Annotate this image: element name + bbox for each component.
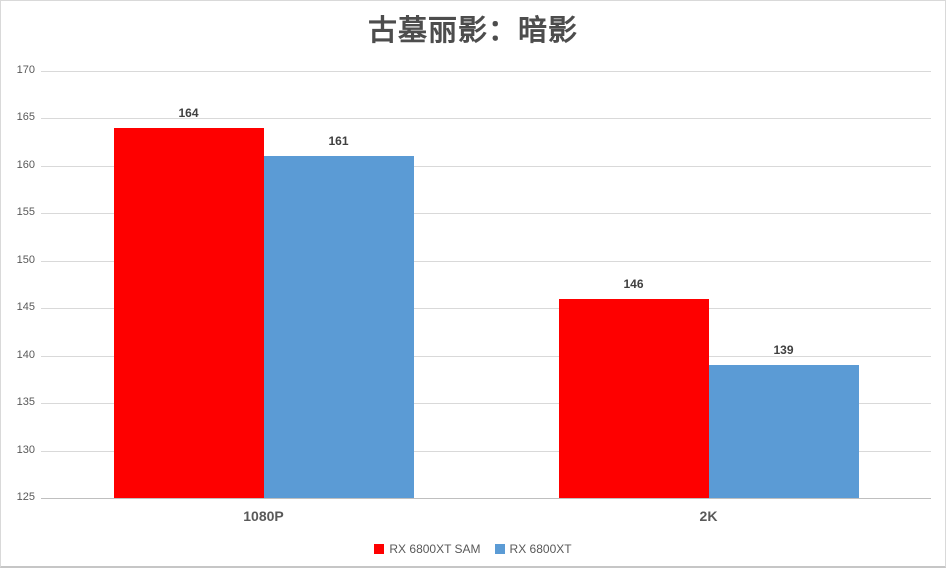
y-axis-tick-label: 125 (16, 491, 35, 503)
bar-rx-6800xt-2k (708, 365, 859, 498)
bar-rx-6800xt-1080p (263, 156, 414, 498)
y-axis-tick-label: 145 (16, 301, 35, 314)
bar-rx-6800xt-sam-2k (558, 298, 709, 498)
gridline (41, 450, 931, 452)
chart-legend: RX 6800XT SAM RX 6800XT (1, 542, 945, 556)
bar-value-label: 139 (773, 343, 794, 358)
gridline (41, 165, 931, 167)
gridline (41, 403, 931, 405)
x-axis-line (41, 498, 931, 499)
legend-swatch-icon (374, 544, 385, 554)
bar-value-label: 161 (328, 134, 349, 149)
chart-title: 古墓丽影：暗影 (367, 15, 578, 47)
y-axis-tick-label: 130 (16, 443, 35, 456)
gridline (41, 308, 931, 310)
legend-label: RX 6800XT SAM (389, 542, 481, 556)
gridline (41, 118, 931, 120)
y-axis-tick-label: 135 (16, 396, 35, 409)
gridline (41, 71, 931, 72)
bar-value-label: 164 (178, 105, 199, 120)
legend-item-rx-6800xt: RX 6800XT (494, 542, 572, 556)
legend-label: RX 6800XT (509, 542, 572, 556)
plot-area: 170 165 160 155 150 145 140 135 130 125 164 161 1080… (17, 64, 931, 524)
x-axis-category-label: 2K (699, 508, 718, 524)
gridline (41, 260, 931, 262)
y-axis-tick-label: 140 (16, 348, 35, 361)
y-axis-tick-label: 160 (16, 158, 35, 171)
y-axis-tick-label: 150 (16, 253, 35, 266)
bar-rx-6800xt-sam-1080p (113, 127, 264, 498)
x-axis-category-label: 1080P (243, 508, 284, 524)
legend-swatch-icon (494, 544, 505, 554)
y-axis-tick-label: 155 (16, 206, 35, 219)
gridline (41, 213, 931, 215)
bar-value-label: 146 (623, 276, 644, 291)
y-axis-tick-label: 165 (16, 111, 35, 124)
y-axis-tick-label: 170 (16, 64, 35, 76)
gridline (41, 355, 931, 357)
legend-item-rx-6800xt-sam: RX 6800XT SAM (374, 542, 481, 556)
